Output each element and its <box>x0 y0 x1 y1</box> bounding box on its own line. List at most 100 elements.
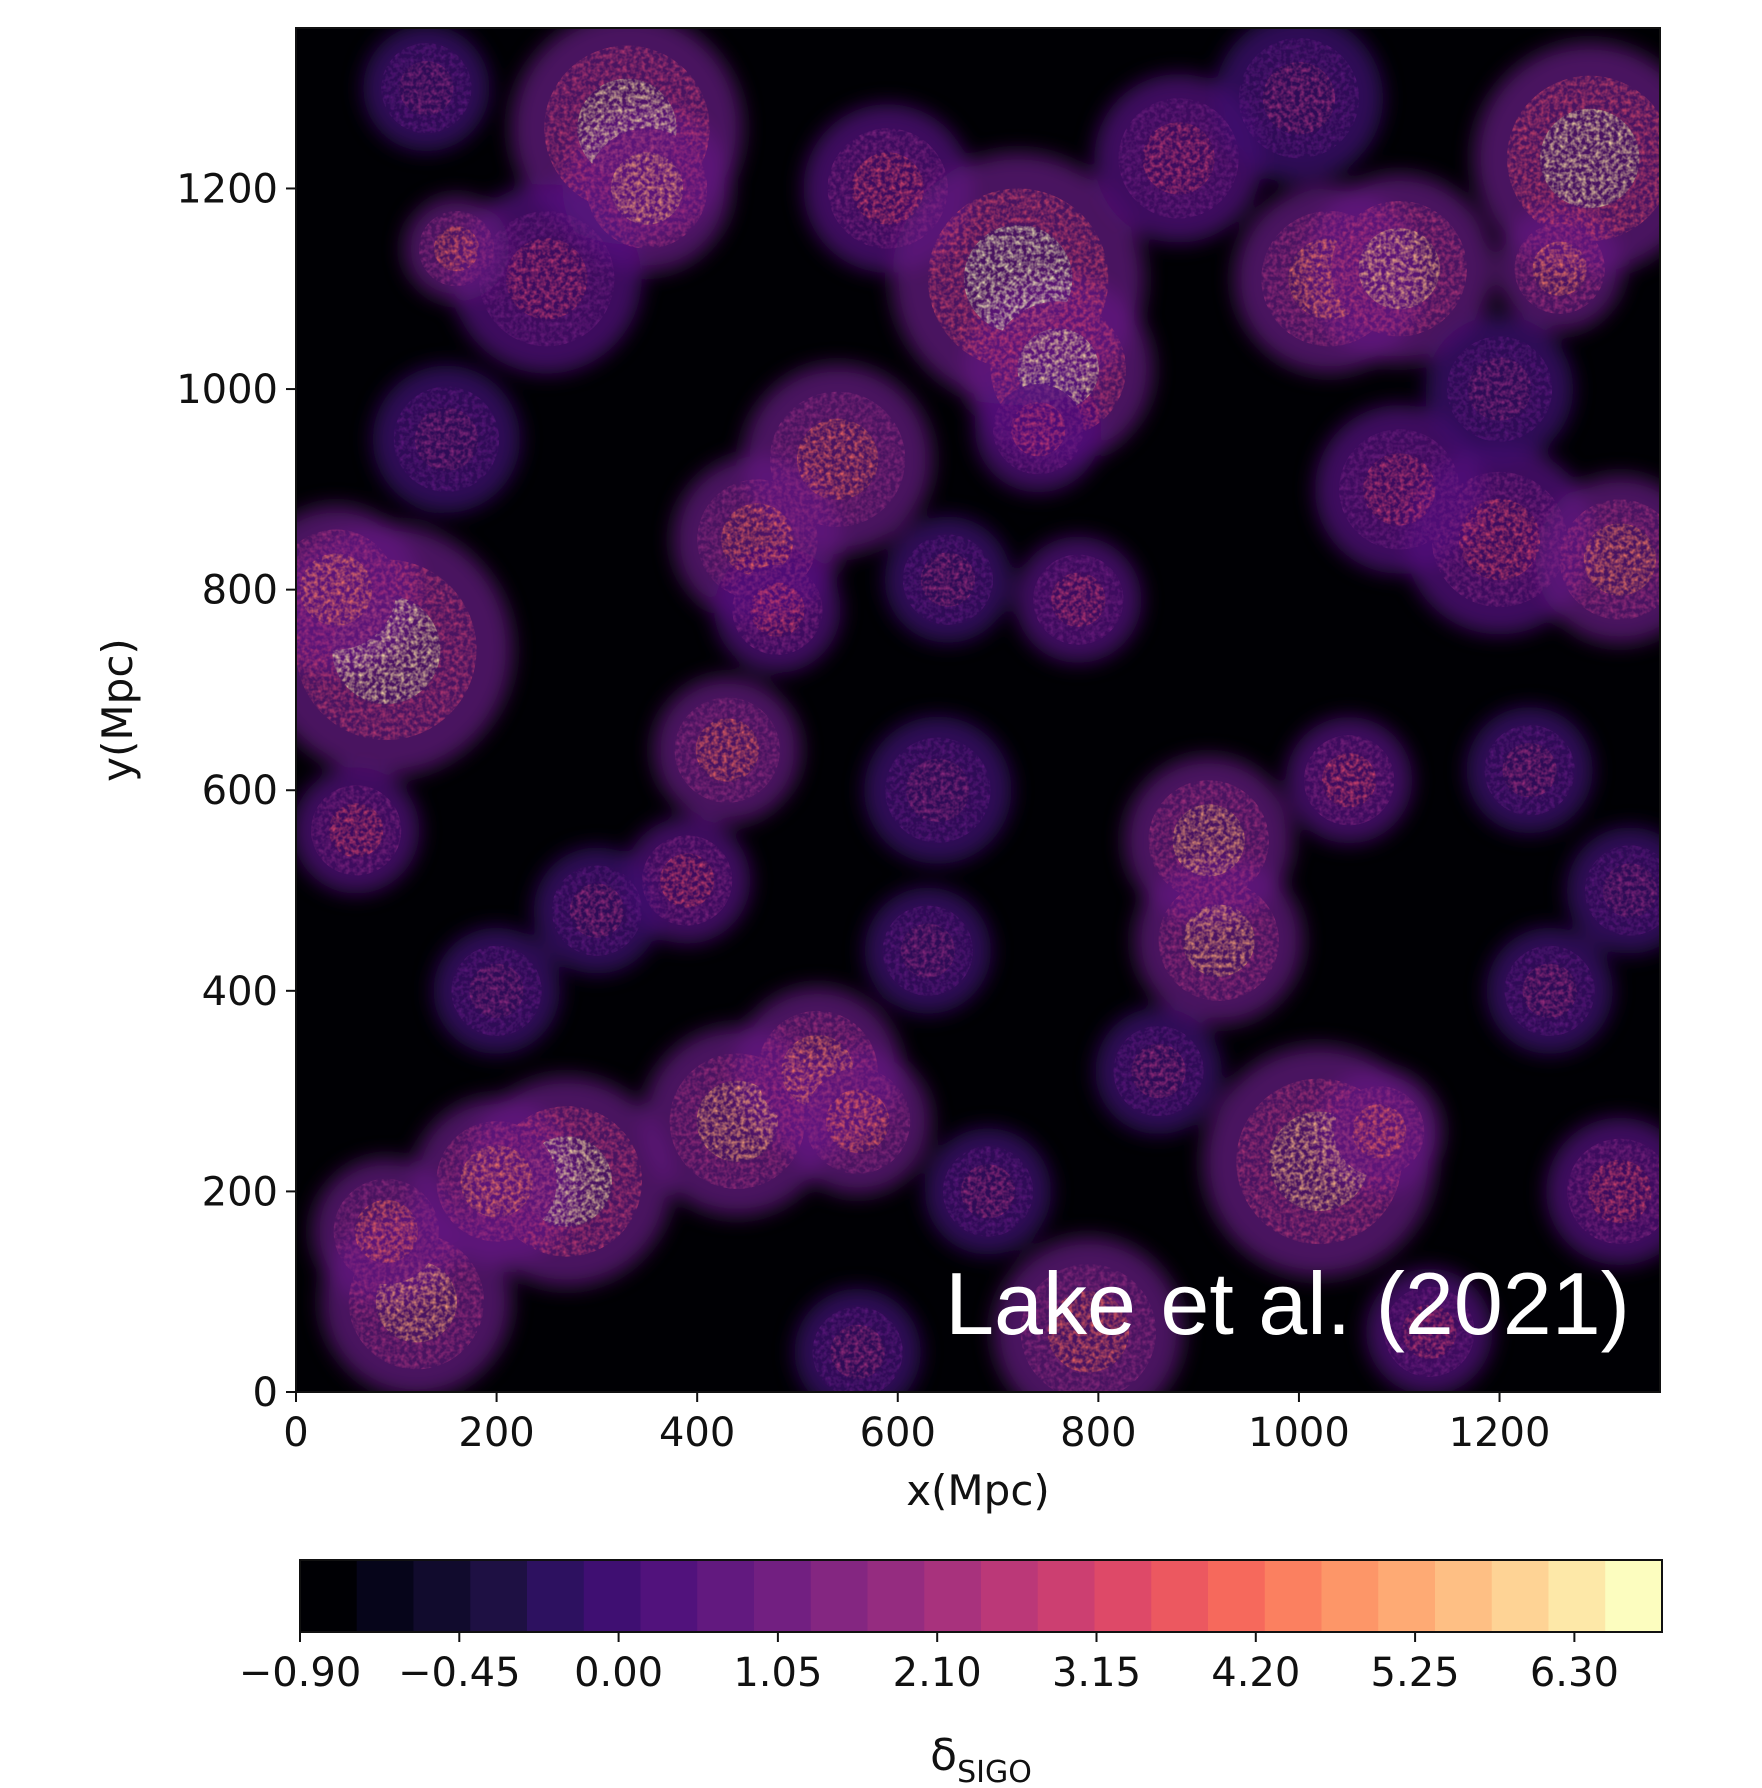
colorbar-band <box>1038 1560 1095 1632</box>
density-core-26 <box>660 853 714 907</box>
colorbar-band <box>981 1560 1038 1632</box>
y-tick-label: 1000 <box>176 367 278 413</box>
density-core-4 <box>852 152 924 224</box>
density-core-51 <box>906 759 969 822</box>
density-core-44 <box>1523 964 1577 1018</box>
x-tick-label: 800 <box>1060 1410 1136 1456</box>
colorbar-tick-label: 5.25 <box>1371 1650 1460 1696</box>
density-core-40 <box>355 1200 418 1263</box>
density-core-30 <box>1322 753 1376 807</box>
density-core-20 <box>1584 523 1656 595</box>
colorbar-band <box>1265 1560 1322 1632</box>
density-core-47 <box>831 1325 885 1379</box>
x-tick-label: 400 <box>659 1410 735 1456</box>
colorbar-band <box>1435 1560 1492 1632</box>
colorbar-tick-label: 0.00 <box>574 1650 663 1696</box>
density-core-49 <box>1468 357 1531 420</box>
colorbar-band <box>584 1560 641 1632</box>
colorbar-band <box>1378 1560 1435 1632</box>
colorbar-label-sub: SIGO <box>957 1755 1032 1788</box>
colorbar-band <box>641 1560 698 1632</box>
density-core-53 <box>399 61 453 115</box>
colorbar-band <box>1605 1560 1662 1632</box>
density-core-7 <box>1142 122 1214 194</box>
x-tick-label: 1200 <box>1449 1410 1551 1456</box>
y-axis: 0 200 400 600 800 1000 1200 <box>176 166 296 1416</box>
colorbar-band <box>924 1560 981 1632</box>
density-core-17 <box>1051 573 1105 627</box>
x-axis-label: x(Mpc) <box>906 1466 1050 1515</box>
density-core-9 <box>1359 228 1440 309</box>
density-core-12 <box>1263 62 1335 134</box>
colorbar-label-main: δ <box>930 1730 957 1781</box>
density-core-15 <box>750 583 804 637</box>
colorbar-band <box>754 1560 811 1632</box>
density-core-36 <box>826 1090 889 1153</box>
y-tick-label: 400 <box>202 969 278 1015</box>
colorbar-band <box>357 1560 414 1632</box>
colorbar-tick-label: 3.15 <box>1052 1650 1141 1696</box>
y-tick-label: 200 <box>202 1169 278 1215</box>
colorbar-band <box>300 1560 357 1632</box>
colorbar-band <box>1208 1560 1265 1632</box>
colorbar-band <box>1549 1560 1606 1632</box>
density-core-13 <box>797 419 878 500</box>
density-core-43 <box>1588 1160 1651 1223</box>
density-core-3 <box>434 226 479 271</box>
colorbar-tick-label: 2.10 <box>893 1650 982 1696</box>
colorbar-bands <box>300 1560 1663 1632</box>
heatmap-plot: Lake et al. (2021) <box>252 12 1706 1426</box>
colorbar-tick-label: 6.30 <box>1530 1650 1619 1696</box>
x-tick-label: 600 <box>860 1410 936 1456</box>
colorbar-tick-label: 4.20 <box>1211 1650 1300 1696</box>
y-tick-label: 0 <box>253 1370 278 1416</box>
density-core-16 <box>1011 402 1065 456</box>
colorbar-band <box>1492 1560 1549 1632</box>
density-core-27 <box>570 884 624 938</box>
colorbar-tick-label: −0.45 <box>398 1650 521 1696</box>
colorbar: −0.90 −0.45 0.00 1.05 2.10 3.15 4.20 5.25 6.30 δ… <box>239 1560 1663 1788</box>
colorbar-band <box>527 1560 584 1632</box>
density-core-50 <box>415 408 478 471</box>
density-core-31 <box>1503 743 1557 797</box>
colorbar-band <box>868 1560 925 1632</box>
colorbar-band <box>414 1560 471 1632</box>
colorbar-ticks: −0.90 −0.45 0.00 1.05 2.10 3.15 4.20 5.25 6.30 <box>239 1632 1619 1696</box>
x-tick-label: 200 <box>458 1410 534 1456</box>
density-core-19 <box>1459 499 1540 580</box>
density-core-28 <box>1173 804 1245 876</box>
density-core-23 <box>300 554 372 626</box>
density-core-54 <box>901 924 955 978</box>
colorbar-label: δSIGO <box>930 1730 1032 1788</box>
colorbar-band <box>1322 1560 1379 1632</box>
density-core-2 <box>506 238 587 319</box>
y-axis-label: y(Mpc) <box>93 638 142 782</box>
density-core-10 <box>1540 109 1639 208</box>
density-core-33 <box>460 1145 532 1217</box>
colorbar-band <box>811 1560 868 1632</box>
colorbar-band <box>1151 1560 1208 1632</box>
annotation-citation: Lake et al. (2021) <box>945 1254 1630 1353</box>
density-core-24 <box>329 803 383 857</box>
colorbar-band <box>470 1560 527 1632</box>
density-core-45 <box>1131 1044 1185 1098</box>
density-core-25 <box>696 719 759 782</box>
density-core-52 <box>1603 863 1657 917</box>
colorbar-band <box>697 1560 754 1632</box>
y-tick-label: 1200 <box>176 166 278 212</box>
x-tick-label: 0 <box>283 1410 308 1456</box>
density-core-46 <box>470 964 524 1018</box>
colorbar-tick-label: −0.90 <box>239 1650 362 1696</box>
y-tick-label: 600 <box>202 768 278 814</box>
density-core-29 <box>1183 905 1255 977</box>
y-tick-label: 800 <box>202 568 278 614</box>
colorbar-band <box>1095 1560 1152 1632</box>
density-core-38 <box>1352 1104 1406 1158</box>
density-core-21 <box>1363 453 1435 525</box>
density-core-1 <box>611 152 683 224</box>
density-core-11 <box>1533 242 1587 296</box>
x-tick-label: 1000 <box>1248 1410 1350 1456</box>
density-core-14 <box>721 503 793 575</box>
x-axis: 0 200 400 600 800 1000 1200 <box>283 1392 1550 1456</box>
